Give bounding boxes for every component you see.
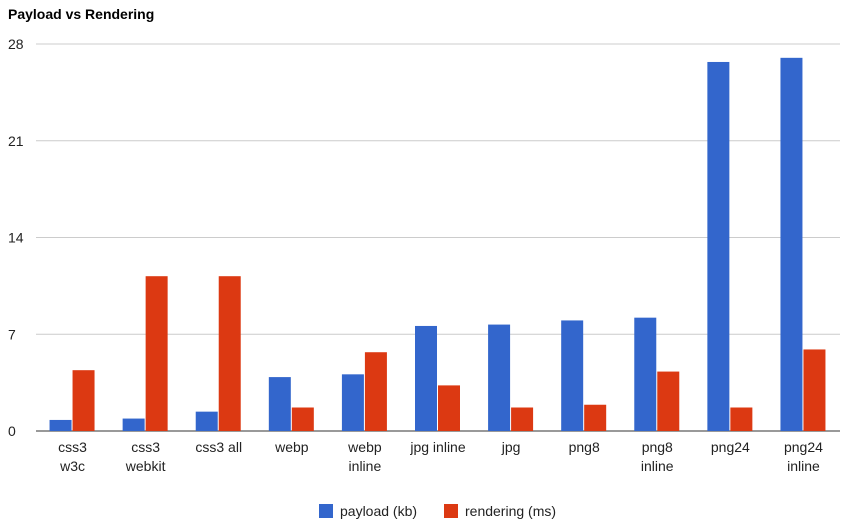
legend-swatch bbox=[444, 504, 458, 518]
category-label: png24 bbox=[711, 439, 750, 455]
category-label: png24 bbox=[784, 439, 823, 455]
bar-rendering bbox=[803, 349, 826, 431]
bar-rendering bbox=[364, 352, 387, 431]
bar-rendering bbox=[438, 385, 460, 431]
bar-rendering bbox=[291, 407, 314, 431]
bar-payload bbox=[49, 419, 72, 431]
chart-title: Payload vs Rendering bbox=[8, 6, 154, 22]
category-label: png8 bbox=[642, 439, 673, 455]
category-label: inline bbox=[787, 458, 820, 474]
bars bbox=[49, 57, 826, 431]
bar-payload bbox=[195, 411, 218, 431]
category-label: jpg inline bbox=[409, 439, 465, 455]
bar-payload bbox=[780, 57, 803, 431]
x-axis-categories: css3 w3c css3 webkit css3 all webp webp inline j… bbox=[58, 439, 823, 474]
category-label: w3c bbox=[59, 458, 85, 474]
bar-rendering bbox=[218, 276, 241, 431]
y-tick-label: 0 bbox=[8, 423, 16, 439]
y-tick-label: 7 bbox=[8, 326, 16, 342]
bar-rendering bbox=[657, 371, 680, 431]
category-label: webp bbox=[347, 439, 382, 455]
bar-payload bbox=[561, 320, 584, 431]
bar-rendering bbox=[584, 404, 607, 431]
category-label: css3 all bbox=[195, 439, 242, 455]
legend-label: payload (kb) bbox=[340, 503, 417, 519]
y-tick-label: 14 bbox=[8, 230, 24, 246]
legend-swatch bbox=[319, 504, 333, 518]
bar-payload bbox=[268, 377, 291, 431]
category-label: css3 bbox=[131, 439, 160, 455]
category-label: png8 bbox=[569, 439, 600, 455]
bar-rendering bbox=[72, 370, 95, 431]
y-axis-ticks: 0 7 14 21 28 bbox=[8, 36, 24, 439]
legend-label: rendering (ms) bbox=[465, 503, 556, 519]
category-label: webkit bbox=[125, 458, 166, 474]
category-label: jpg bbox=[501, 439, 521, 455]
y-tick-label: 28 bbox=[8, 36, 24, 52]
bar-payload bbox=[707, 61, 730, 431]
bar-rendering bbox=[511, 407, 534, 431]
bar-payload bbox=[341, 374, 364, 431]
legend: payload (kb) rendering (ms) bbox=[319, 503, 556, 519]
bar-rendering bbox=[730, 407, 753, 431]
bar-payload bbox=[122, 418, 145, 431]
category-label: inline bbox=[349, 458, 382, 474]
y-tick-label: 21 bbox=[8, 133, 24, 149]
category-label: webp bbox=[274, 439, 309, 455]
bar-rendering bbox=[145, 276, 168, 431]
bar-payload bbox=[488, 324, 511, 431]
category-label: css3 bbox=[58, 439, 87, 455]
grid bbox=[36, 43, 840, 432]
category-label: inline bbox=[641, 458, 674, 474]
bar-payload bbox=[634, 317, 657, 431]
bar-payload bbox=[415, 325, 437, 431]
